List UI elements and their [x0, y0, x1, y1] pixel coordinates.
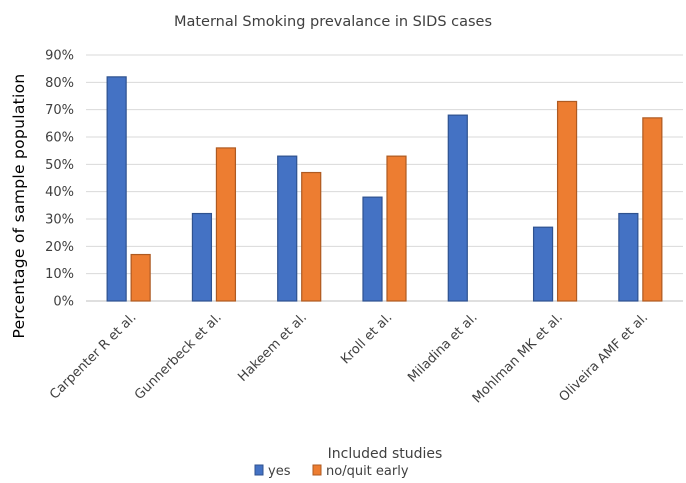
bar-yes: [362, 196, 383, 302]
x-category-label: Kroll et al.: [338, 310, 395, 367]
x-category-label: Miladina et al.: [405, 310, 480, 385]
chart-title: Maternal Smoking prevalance in SIDS case…: [174, 14, 492, 30]
y-axis-label: Percentage of sample population: [10, 73, 28, 338]
bar-no-quit-early: [556, 100, 578, 302]
y-tick-label: 0%: [53, 295, 74, 310]
x-category-label: Gunnerbeck et al.: [132, 310, 225, 403]
bar-no-quit-early: [642, 117, 663, 302]
bar-yes: [106, 76, 127, 302]
bars: [106, 76, 663, 302]
legend-label-no-quit-early: no/quit early: [326, 464, 409, 479]
bar-yes: [532, 226, 554, 302]
x-category-label: Mohlman MK et al.: [470, 310, 566, 406]
bar-yes: [447, 114, 468, 302]
y-axis-ticks: 0% 10% 20% 30% 40% 50% 60% 70% 80% 90%: [45, 49, 74, 310]
y-tick-label: 50%: [45, 158, 74, 173]
legend: yes no/quit early: [254, 464, 409, 479]
bar-yes: [191, 212, 213, 302]
bar-no-quit-early: [215, 147, 237, 302]
y-tick-label: 90%: [45, 49, 74, 64]
x-category-label: Oliveira AMF et al.: [557, 310, 652, 405]
x-category-label: Hakeem et al.: [235, 310, 310, 385]
bar-no-quit-early: [386, 155, 407, 302]
legend-swatch-no-quit-early: [312, 464, 322, 476]
y-tick-label: 30%: [45, 213, 74, 228]
legend-label-yes: yes: [268, 464, 291, 479]
y-tick-label: 80%: [45, 76, 74, 91]
y-tick-label: 20%: [45, 240, 74, 255]
legend-swatch-yes: [254, 464, 264, 476]
x-axis-categories: Carpenter R et al.Gunnerbeck et al. Hakee…: [47, 310, 651, 406]
bar-yes: [618, 212, 639, 302]
y-tick-label: 70%: [45, 103, 74, 118]
y-tick-label: 40%: [45, 185, 74, 200]
bar-no-quit-early: [301, 171, 322, 302]
x-category-label: Carpenter R et al.: [47, 310, 139, 402]
y-tick-label: 60%: [45, 131, 74, 146]
x-axis-label: Included studies: [328, 446, 443, 462]
bar-yes: [277, 155, 298, 302]
gridlines: [86, 54, 683, 302]
y-tick-label: 10%: [45, 267, 74, 282]
bar-no-quit-early: [130, 253, 151, 302]
